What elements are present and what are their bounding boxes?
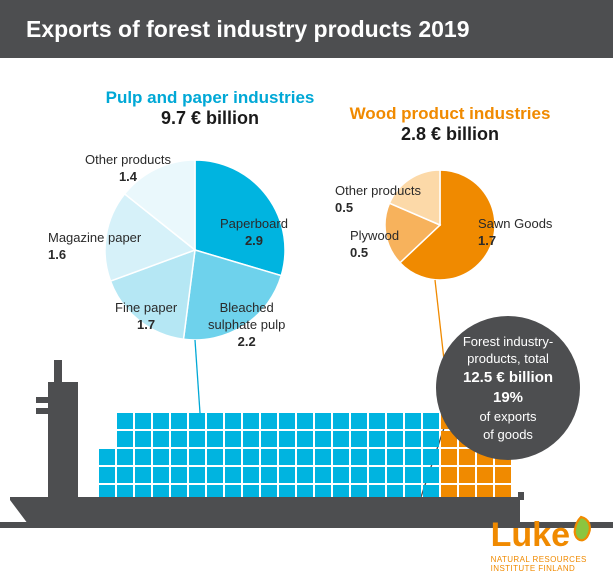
pulp-chart-name: Pulp and paper industries [90, 88, 330, 108]
pulp-chart-total: 9.7 € billion [90, 108, 330, 129]
page-title: Exports of forest industry products 2019 [26, 16, 469, 43]
total-value: 12.5 € billion [463, 368, 553, 388]
slice-label: Fine paper1.7 [115, 300, 177, 334]
wood-chart-title: Wood product industries 2.8 € billion [340, 104, 560, 145]
slice-label: Magazine paper1.6 [48, 230, 141, 264]
wood-chart-total: 2.8 € billion [340, 124, 560, 145]
total-line2: products, total [467, 350, 549, 368]
leaf-icon [567, 515, 595, 549]
total-percent: 19% [493, 388, 523, 408]
slice-label: Other products1.4 [85, 152, 171, 186]
slice-label: Sawn Goods1.7 [478, 216, 552, 250]
total-summary-circle: Forest industry- products, total 12.5 € … [436, 316, 580, 460]
slice-label: Other products0.5 [335, 183, 421, 217]
slice-label: Plywood0.5 [350, 228, 399, 262]
total-line1: Forest industry- [463, 333, 553, 351]
luke-logo: Luke NATURAL RESOURCES INSTITUTE FINLAND [491, 515, 595, 573]
infographic-canvas: Exports of forest industry products 2019… [0, 0, 613, 585]
total-line3: of exports [479, 408, 536, 426]
total-line4: of goods [483, 426, 533, 444]
wood-chart-name: Wood product industries [340, 104, 560, 124]
logo-text: Luke [491, 516, 570, 555]
slice-label: Bleachedsulphate pulp2.2 [208, 300, 285, 351]
slice-label: Paperboard2.9 [220, 216, 288, 250]
logo-subtitle: NATURAL RESOURCES INSTITUTE FINLAND [491, 555, 595, 573]
pulp-chart-title: Pulp and paper industries 9.7 € billion [90, 88, 330, 129]
header-bar: Exports of forest industry products 2019 [0, 0, 613, 58]
